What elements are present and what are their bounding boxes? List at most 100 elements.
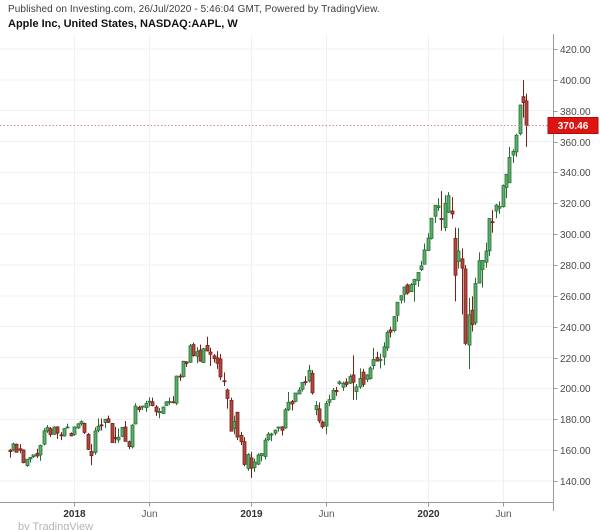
candle-body [222, 380, 227, 383]
y-tick-label: 240.00 [560, 323, 591, 334]
candle-body [25, 458, 30, 466]
candle-body [477, 260, 482, 284]
candle-body [174, 375, 179, 404]
candle-body [416, 272, 421, 281]
candle-body [426, 237, 431, 251]
candle-body [382, 346, 387, 358]
x-tick-label: 2019 [240, 509, 263, 520]
candle-body [467, 314, 472, 346]
candle-body [429, 217, 434, 239]
candle-body [86, 434, 91, 450]
candle-body [110, 423, 115, 443]
candle-body [276, 426, 281, 429]
candle-body [225, 389, 230, 399]
candle-body [511, 150, 516, 156]
candle-body [11, 443, 16, 451]
candle-body [501, 185, 506, 208]
candle-body [402, 286, 407, 295]
y-tick-label: 420.00 [560, 45, 591, 56]
candle-body [317, 408, 322, 422]
candle-body [208, 351, 213, 355]
candle-body [178, 375, 183, 378]
candle-body [201, 348, 206, 363]
y-tick-label: 360.00 [560, 138, 591, 149]
candle-body [35, 452, 40, 457]
candle-body [314, 404, 319, 410]
candle-body [283, 409, 288, 429]
candle-body [310, 372, 315, 394]
candle-body [280, 426, 285, 431]
candle-body [59, 434, 64, 437]
candle-body [147, 400, 152, 403]
candle-body [120, 427, 125, 437]
candle-body [300, 382, 305, 390]
candle-body [52, 426, 57, 435]
candle-body [371, 359, 376, 366]
candle-body [150, 401, 155, 407]
x-tick-label: Jun [318, 509, 334, 520]
candle-body [205, 344, 210, 352]
candle-body [218, 358, 223, 378]
candle-body [365, 374, 370, 380]
candle-body [405, 284, 410, 294]
y-tick-label: 260.00 [560, 292, 591, 303]
candle-body [293, 392, 298, 402]
candle-body [375, 357, 380, 362]
candle-body [72, 426, 77, 435]
y-tick-label: 300.00 [560, 230, 591, 241]
y-tick-label: 280.00 [560, 261, 591, 272]
candle-body [266, 433, 271, 440]
last-price-label-bg [547, 117, 599, 134]
candle-body [8, 449, 13, 452]
candle-body [331, 389, 336, 400]
candle-body [297, 389, 302, 395]
candle-body [116, 436, 121, 441]
candle-body [439, 218, 444, 220]
candle-body [195, 351, 200, 357]
candle-body [392, 316, 397, 331]
candle-body [351, 374, 356, 383]
candle-body [446, 195, 451, 213]
candle-body [307, 369, 312, 382]
candle-body [103, 418, 108, 423]
candle-body [470, 309, 475, 325]
candle-body [130, 424, 135, 448]
candle-body [256, 454, 261, 465]
x-tick-label: 2020 [417, 509, 440, 520]
y-tick-label: 340.00 [560, 168, 591, 179]
x-tick-label: Jun [495, 509, 511, 520]
y-tick-label: 180.00 [560, 415, 591, 426]
candle-body [487, 218, 492, 252]
candle-body [133, 405, 138, 425]
candle-body [89, 451, 94, 457]
candle-body [184, 361, 189, 364]
candle-body [269, 433, 274, 436]
candle-body [106, 418, 111, 423]
candle-body [93, 430, 98, 453]
candle-body [361, 371, 366, 385]
candle-body [113, 437, 118, 440]
candle-body [48, 428, 53, 435]
candle-body [21, 449, 26, 464]
y-tick-label: 220.00 [560, 354, 591, 365]
candle-body [358, 377, 363, 388]
y-tick-label: 320.00 [560, 199, 591, 210]
candle-body [123, 426, 128, 442]
candle-body [215, 357, 220, 364]
y-tick-label: 140.00 [560, 477, 591, 488]
candle-body [154, 406, 159, 413]
candle-body [490, 221, 495, 224]
candle-body [144, 403, 149, 409]
candle-body [263, 439, 268, 457]
last-price-label [547, 117, 599, 134]
candle-body [453, 237, 458, 276]
candle-body [354, 386, 359, 392]
candle-body [164, 401, 169, 406]
candle-body [433, 204, 438, 217]
candle-body [320, 421, 325, 428]
candle-body [344, 381, 349, 385]
candle-body [422, 249, 427, 265]
candle-body [137, 407, 142, 410]
published-attribution-text: Published on Investing.com, 26/Jul/2020 … [8, 4, 380, 15]
